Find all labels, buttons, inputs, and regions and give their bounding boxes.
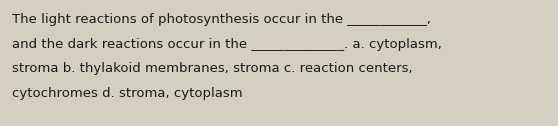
Text: and the dark reactions occur in the ______________. a. cytoplasm,: and the dark reactions occur in the ____…: [12, 38, 442, 51]
Text: The light reactions of photosynthesis occur in the ____________,: The light reactions of photosynthesis oc…: [12, 13, 431, 26]
Text: stroma b. thylakoid membranes, stroma c. reaction centers,: stroma b. thylakoid membranes, stroma c.…: [12, 62, 412, 75]
Text: cytochromes d. stroma, cytoplasm: cytochromes d. stroma, cytoplasm: [12, 87, 243, 100]
